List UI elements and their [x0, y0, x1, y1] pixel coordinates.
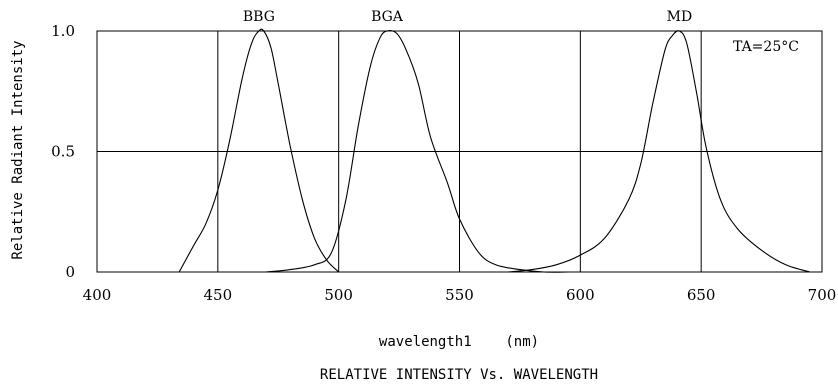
- x-tick-labels: 400 450 500 550 600 650 700: [83, 286, 837, 304]
- grid: [97, 31, 822, 272]
- series-line-bga: [266, 30, 569, 273]
- y-tick-label: 0.5: [51, 143, 75, 161]
- y-tick-labels: 0 0.5 1.0: [51, 22, 75, 281]
- y-tick-label: 0: [65, 263, 75, 281]
- x-axis-label: wavelength1 (nm): [379, 334, 539, 350]
- chart-title: RELATIVE INTENSITY Vs. WAVELENGTH: [320, 367, 598, 383]
- x-tick-label: 400: [83, 286, 112, 304]
- series-line-md: [507, 30, 811, 273]
- x-tick-label: 650: [687, 286, 716, 304]
- x-tick-label: 450: [204, 286, 233, 304]
- series-label-md: MD: [667, 9, 693, 25]
- x-tick-label: 500: [324, 286, 353, 304]
- plot-frame: [96, 30, 823, 273]
- curves: [178, 28, 811, 273]
- y-axis-label: Relative Radiant Intensity: [10, 40, 26, 259]
- x-tick-label: 600: [566, 286, 595, 304]
- series-labels: BBG BGA MD: [243, 9, 692, 25]
- temperature-annotation: TA=25°C: [733, 39, 799, 55]
- series-label-bga: BGA: [371, 9, 404, 25]
- x-tick-label: 700: [808, 286, 837, 304]
- x-tick-label: 550: [445, 286, 474, 304]
- series-label-bbg: BBG: [243, 9, 275, 25]
- y-tick-label: 1.0: [51, 22, 75, 40]
- series-line-bbg: [178, 28, 340, 273]
